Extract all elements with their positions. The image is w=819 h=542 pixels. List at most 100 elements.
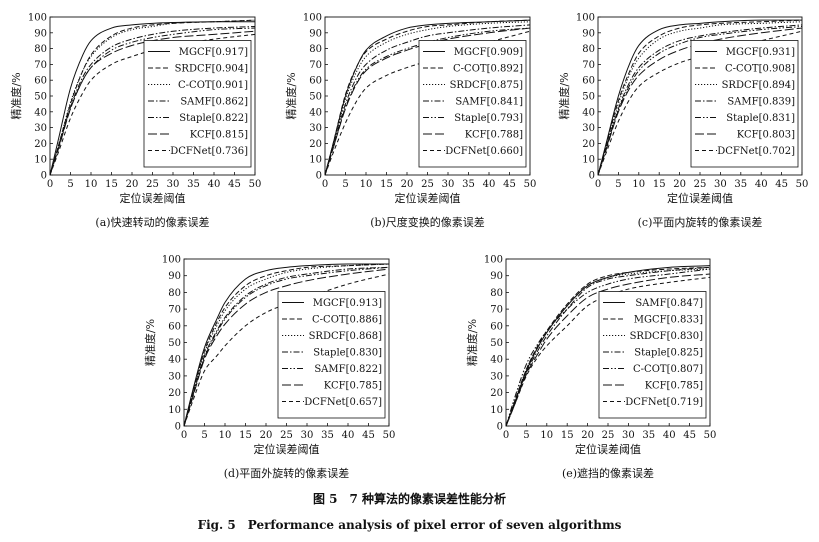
legend-label: DCFNet[0.702] xyxy=(717,146,795,157)
legend-label: SAMF[0.847] xyxy=(635,298,703,309)
x-tick-label: 45 xyxy=(775,179,788,190)
legend-label: SAMF[0.841] xyxy=(455,97,523,108)
x-tick-label: 10 xyxy=(632,179,645,190)
y-tick-label: 80 xyxy=(490,288,503,299)
series-line xyxy=(49,30,256,176)
y-tick-label: 70 xyxy=(168,305,181,316)
y-tick-label: 0 xyxy=(497,422,503,433)
x-tick-label: 50 xyxy=(796,179,809,190)
y-tick-label: 50 xyxy=(582,92,595,103)
series-line xyxy=(49,19,256,176)
y-tick-label: 0 xyxy=(175,422,181,433)
x-tick-label: 50 xyxy=(704,430,717,441)
legend: SAMF[0.847] MGCF[0.833] SRDCF[0.830] Staple… xyxy=(598,291,707,419)
y-tick-label: 30 xyxy=(309,123,322,134)
y-tick-label: 20 xyxy=(168,388,181,399)
y-tick-label: 40 xyxy=(309,107,322,118)
legend-label: DCFNet[0.657] xyxy=(304,397,382,408)
x-tick-label: 45 xyxy=(503,179,516,190)
x-tick-label: 40 xyxy=(755,179,768,190)
series-line xyxy=(505,273,711,427)
y-tick-label: 90 xyxy=(309,28,322,39)
y-tick-label: 30 xyxy=(582,123,595,134)
x-tick-label: 10 xyxy=(540,430,553,441)
legend-label: C-COT[0.807] xyxy=(633,364,703,375)
chart-panel-c: 0 5 10 15 20 25 30 35 40 45 50 0 10 20 30 40 50 60 70 80 90 1… xyxy=(557,13,808,230)
x-axis-label: 定位误差阈值 xyxy=(120,191,186,205)
x-tick-label: 0 xyxy=(503,430,509,441)
legend-label: SRDCF[0.868] xyxy=(309,331,383,342)
legend-label: C-COT[0.908] xyxy=(725,64,795,75)
x-axis-label: 定位误差阈值 xyxy=(254,442,320,456)
x-tick-label: 15 xyxy=(239,430,252,441)
x-tick-label: 5 xyxy=(615,179,621,190)
legend-label: MGCF[0.917] xyxy=(179,47,248,58)
x-tick-label: 35 xyxy=(734,179,747,190)
series-line xyxy=(183,263,389,427)
x-tick-label: 30 xyxy=(167,179,180,190)
subplot-caption: (c)平面内旋转的像素误差 xyxy=(638,215,763,229)
subplot-caption: (b)尺度变换的像素误差 xyxy=(370,215,485,229)
y-tick-label: 50 xyxy=(490,338,503,349)
x-tick-label: 50 xyxy=(249,179,262,190)
series-line xyxy=(505,266,711,427)
legend-box xyxy=(277,291,386,419)
legend-label: Staple[0.822] xyxy=(179,113,248,124)
y-tick-label: 60 xyxy=(168,321,181,332)
x-axis-label: 定位误差阈值 xyxy=(575,442,641,456)
legend-label: MGCF[0.913] xyxy=(313,298,382,309)
x-tick-label: 5 xyxy=(523,430,529,441)
x-tick-label: 35 xyxy=(187,179,200,190)
x-tick-label: 40 xyxy=(342,430,355,441)
y-tick-label: 70 xyxy=(582,60,595,71)
x-tick-label: 30 xyxy=(714,179,727,190)
y-tick-label: 30 xyxy=(34,123,47,134)
subplot-caption: (e)遮挡的像素误差 xyxy=(562,466,654,480)
legend-label: SRDCF[0.875] xyxy=(450,80,524,91)
series-line xyxy=(324,19,531,176)
chart-panel-b: 0 5 10 15 20 25 30 35 40 45 50 0 10 20 30 40 50 60 70 80 90 1… xyxy=(284,13,536,230)
x-tick-label: 15 xyxy=(380,179,393,190)
legend-box xyxy=(690,40,799,168)
x-tick-label: 20 xyxy=(673,179,686,190)
x-tick-label: 10 xyxy=(85,179,98,190)
y-tick-label: 0 xyxy=(589,171,595,182)
series-line xyxy=(597,24,803,176)
x-tick-label: 40 xyxy=(663,430,676,441)
legend: MGCF[0.909] C-COT[0.892] SRDCF[0.875] SAMF[… xyxy=(418,40,527,168)
x-tick-label: 50 xyxy=(383,430,396,441)
y-tick-label: 10 xyxy=(168,405,181,416)
series-line xyxy=(49,19,256,176)
legend: MGCF[0.913] C-COT[0.886] SRDCF[0.868] Stapl… xyxy=(277,291,386,419)
x-tick-label: 50 xyxy=(524,179,537,190)
y-tick-label: 90 xyxy=(34,28,47,39)
legend-label: MGCF[0.909] xyxy=(454,47,523,58)
legend-label: Staple[0.830] xyxy=(313,348,382,359)
y-tick-label: 10 xyxy=(34,155,47,166)
y-tick-label: 80 xyxy=(34,44,47,55)
legend: MGCF[0.917] SRDCF[0.904] C-COT[0.901] SAMF[… xyxy=(143,40,252,168)
legend-label: SAMF[0.822] xyxy=(314,364,382,375)
legend-label: Staple[0.793] xyxy=(454,113,523,124)
x-tick-label: 45 xyxy=(683,430,696,441)
x-tick-label: 40 xyxy=(483,179,496,190)
series-line xyxy=(324,27,531,176)
y-tick-label: 90 xyxy=(168,271,181,282)
y-tick-label: 30 xyxy=(490,371,503,382)
chart-panel-d: 0 5 10 15 20 25 30 35 40 45 50 0 10 20 30 40 50 60 70 80 90 1… xyxy=(143,255,395,481)
chart-panel-e: 0 5 10 15 20 25 30 35 40 45 50 0 10 20 30 40 50 60 70 80 90 1… xyxy=(465,255,716,481)
series-line xyxy=(183,268,390,427)
x-tick-label: 20 xyxy=(260,430,273,441)
legend-label: DCFNet[0.736] xyxy=(170,146,248,157)
y-tick-label: 40 xyxy=(490,355,503,366)
x-tick-label: 45 xyxy=(362,430,375,441)
subplot-caption: (d)平面外旋转的像素误差 xyxy=(224,466,350,480)
y-tick-label: 80 xyxy=(168,288,181,299)
series-line xyxy=(597,27,803,176)
y-tick-label: 70 xyxy=(309,60,322,71)
chart-panel-a: 0 5 10 15 20 25 30 35 40 45 50 0 10 20 30 40 50 60 70 80 90 1… xyxy=(9,13,261,230)
legend-label: KCF[0.815] xyxy=(190,130,248,141)
chart-panels: 0 5 10 15 20 25 30 35 40 45 5001020304050607080901… xyxy=(9,13,808,481)
x-tick-label: 25 xyxy=(694,179,707,190)
series-line xyxy=(505,276,711,427)
